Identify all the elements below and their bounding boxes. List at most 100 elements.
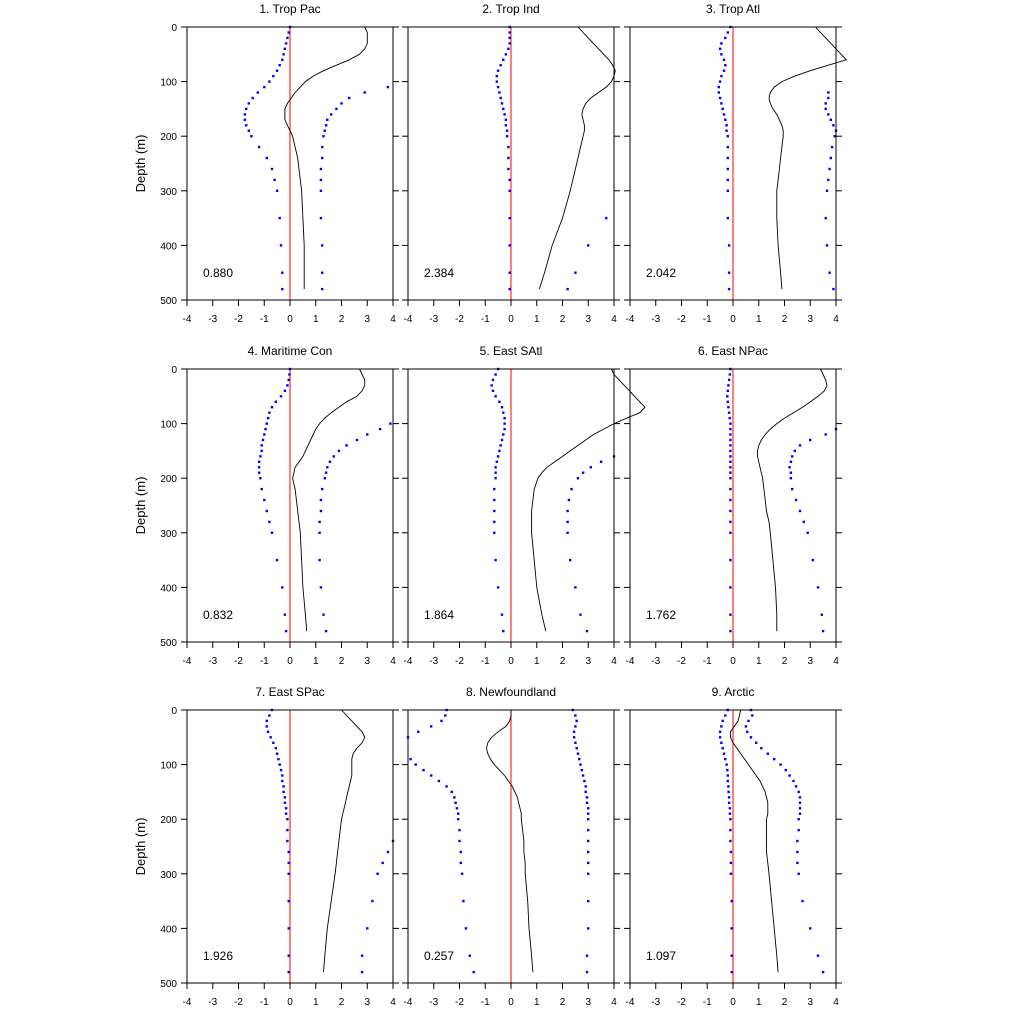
lower-bound-dot [250, 135, 253, 138]
upper-bound-dot [809, 927, 812, 930]
mean-line [486, 710, 534, 973]
x-tick-label: -2 [234, 997, 243, 1008]
x-tick-label: 4 [833, 997, 839, 1008]
panel-title: 3. Trop Atl [706, 2, 760, 16]
lower-bound-dot [282, 785, 285, 788]
lower-bound-dot [496, 85, 500, 89]
lower-bound-dot [727, 271, 731, 274]
y-axis-title: Depth (m) [133, 477, 148, 535]
lower-bound-dot [508, 216, 511, 220]
x-tick-label: 3 [807, 656, 813, 667]
lower-bound-dot [729, 498, 732, 502]
panel-title: 9. Arctic [712, 685, 755, 699]
x-tick-label: 0 [287, 656, 293, 667]
lower-bound-dot [286, 839, 289, 843]
lower-bound-dot [266, 416, 270, 420]
lower-bound-dot [718, 96, 722, 100]
lower-bound-dot [455, 807, 459, 810]
x-tick-label: 3 [364, 314, 370, 325]
upper-bound-dot [801, 899, 804, 903]
upper-bound-dot [791, 487, 794, 491]
upper-bound-dot [796, 861, 799, 865]
x-tick-label: -1 [260, 656, 269, 667]
lower-bound-dot [444, 714, 447, 717]
lower-bound-dot [265, 725, 268, 728]
lower-bound-dot [265, 156, 268, 160]
lower-bound-dot [508, 42, 511, 45]
lower-bound-dot [440, 719, 443, 723]
y-tick-label: 500 [160, 979, 177, 990]
mean-line [284, 26, 368, 290]
lower-bound-dot [727, 411, 731, 414]
upper-bound-dot [779, 763, 782, 766]
lower-bound-dot [247, 102, 250, 105]
upper-bound-dot [829, 156, 832, 160]
upper-bound-dot [566, 531, 569, 534]
lower-bound-dot [724, 714, 727, 717]
upper-bound-dot [760, 747, 763, 750]
x-tick-label: 0 [287, 314, 293, 325]
lower-bound-dot [265, 422, 268, 425]
upper-bound-dot [579, 763, 582, 766]
lower-bound-dot [259, 477, 262, 480]
upper-bound-dot [811, 558, 814, 562]
lower-bound-dot [261, 438, 265, 442]
lower-bound-dot [468, 954, 471, 957]
lower-bound-dot [281, 287, 284, 291]
upper-bound-dot [583, 779, 586, 783]
panel-stat-label: 2.384 [424, 266, 454, 280]
upper-bound-dot [321, 156, 324, 160]
upper-bound-dot [749, 736, 753, 739]
panel-stat-label: 0.832 [203, 608, 233, 622]
panel-stat-label: 1.097 [646, 949, 676, 963]
x-tick-label: 2 [782, 656, 788, 667]
upper-bound-dot [809, 438, 812, 442]
upper-bound-dot [827, 113, 830, 116]
lower-bound-dot [725, 763, 728, 766]
lower-bound-dot [283, 801, 287, 804]
upper-bound-dot [574, 714, 577, 717]
lower-bound-dot [729, 520, 732, 524]
lower-bound-dot [414, 763, 417, 766]
lower-bound-dot [257, 466, 261, 469]
upper-bound-dot [751, 714, 754, 717]
x-tick-label: -4 [626, 656, 635, 667]
panel-title: 8. Newfoundland [466, 685, 556, 699]
lower-bound-dot [503, 416, 506, 420]
upper-bound-dot [829, 118, 832, 121]
lower-bound-dot [503, 113, 506, 116]
x-tick-label: -3 [208, 997, 217, 1008]
upper-bound-dot [585, 796, 589, 799]
lower-bound-dot [729, 629, 732, 633]
x-tick-label: 3 [585, 997, 591, 1008]
x-tick-label: 0 [508, 997, 514, 1008]
x-tick-label: 1 [756, 656, 762, 667]
x-tick-label: 4 [390, 656, 396, 667]
lower-bound-dot [498, 400, 501, 403]
lower-bound-dot [286, 828, 289, 832]
lower-bound-dot [281, 271, 284, 274]
lower-bound-dot [727, 796, 731, 799]
upper-bound-dot [319, 498, 323, 502]
lower-bound-dot [459, 850, 462, 854]
lower-bound-dot [279, 244, 283, 247]
y-tick-label: 0 [171, 365, 177, 376]
upper-bound-dot [820, 613, 823, 616]
upper-bound-dot [587, 807, 590, 810]
y-tick-label: 100 [160, 420, 177, 431]
panel-8: -4 -3 -2 -1 0 1 2 3 4 8. Newfoundland 0.257 [402, 685, 620, 1008]
y-tick-label: 0 [171, 706, 177, 717]
upper-bound-dot [566, 287, 569, 291]
lower-bound-dot [727, 406, 730, 409]
x-tick-label: 1 [534, 314, 540, 325]
x-tick-label: 4 [611, 656, 617, 667]
upper-bound-dot [319, 178, 323, 182]
lower-bound-dot [729, 433, 732, 436]
upper-bound-dot [755, 741, 758, 744]
upper-bound-dot [827, 96, 830, 100]
lower-bound-dot [504, 53, 508, 56]
y-tick-label: 500 [160, 638, 177, 649]
upper-bound-dot [574, 741, 577, 744]
x-tick-label: 0 [730, 314, 736, 325]
